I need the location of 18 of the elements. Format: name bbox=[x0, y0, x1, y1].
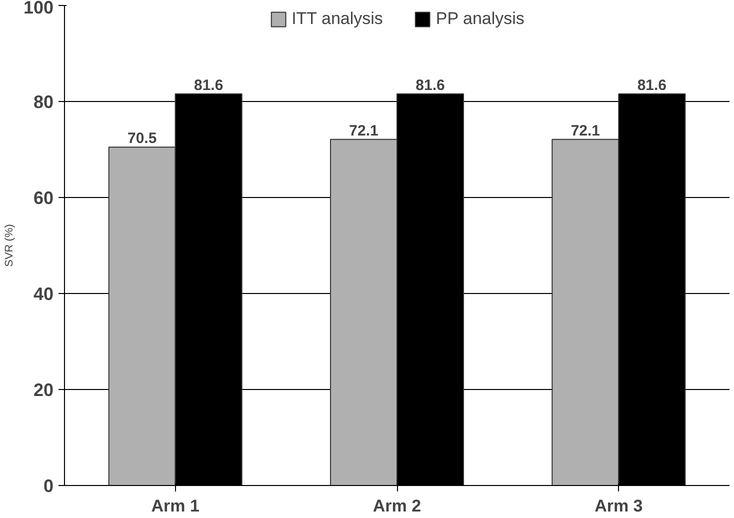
data-label: 72.1 bbox=[570, 122, 600, 140]
y-tick-label: 60 bbox=[33, 188, 54, 208]
data-label: 70.5 bbox=[127, 130, 157, 148]
data-label: 81.6 bbox=[194, 76, 224, 94]
data-label: 81.6 bbox=[416, 76, 445, 94]
y-tick-label: 40 bbox=[33, 284, 54, 304]
legend-label: ITT analysis bbox=[292, 9, 383, 29]
data-label: 72.1 bbox=[349, 122, 378, 140]
y-tick-label: 20 bbox=[33, 380, 54, 400]
x-tick-label: Arm 2 bbox=[372, 496, 422, 516]
data-label: 81.6 bbox=[637, 76, 667, 94]
x-tick-label: Arm 1 bbox=[151, 496, 200, 516]
y-tick-label: 0 bbox=[43, 476, 54, 496]
y-tick-label: 100 bbox=[23, 0, 54, 18]
x-tick-label: Arm 3 bbox=[594, 496, 643, 516]
legend-label: PP analysis bbox=[436, 9, 524, 29]
y-tick-label: 80 bbox=[33, 92, 54, 112]
y-axis-title: SVR (%) bbox=[3, 224, 16, 267]
